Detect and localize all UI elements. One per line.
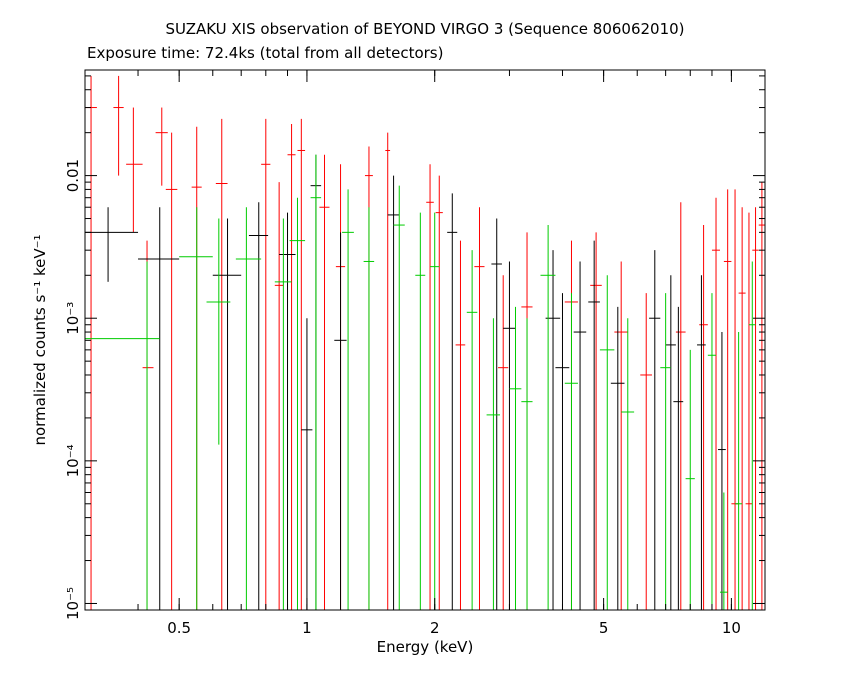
series-0 bbox=[85, 75, 765, 610]
data-point bbox=[503, 261, 516, 610]
data-point bbox=[610, 306, 625, 610]
data-point bbox=[564, 293, 578, 610]
data-point bbox=[387, 175, 400, 610]
y-tick-label: 0.01 bbox=[64, 159, 82, 192]
data-point bbox=[393, 185, 405, 610]
data-point bbox=[138, 207, 180, 610]
chart-title: SUZAKU XIS observation of BEYOND VIRGO 3… bbox=[165, 20, 685, 38]
data-point bbox=[590, 232, 602, 610]
plot-frame bbox=[84, 69, 766, 611]
data-point bbox=[455, 240, 466, 610]
data-point bbox=[426, 164, 434, 610]
data-point bbox=[215, 118, 228, 610]
series-2 bbox=[85, 154, 756, 610]
data-point bbox=[723, 189, 732, 610]
ticks-layer: 0.5 1 2 5 10 10⁻⁵ 10⁻⁴ 10⁻³ 0.01 bbox=[64, 70, 765, 637]
series-1 bbox=[85, 154, 726, 610]
x-tick-label: 2 bbox=[430, 619, 440, 637]
y-tick-label: 10⁻³ bbox=[64, 302, 82, 335]
data-point bbox=[85, 207, 139, 282]
data-point bbox=[640, 293, 652, 610]
data-point bbox=[649, 250, 661, 610]
data-point bbox=[735, 332, 743, 610]
data-point bbox=[711, 197, 720, 610]
data-point bbox=[697, 275, 706, 610]
y-tick-label: 10⁻⁵ bbox=[64, 587, 82, 620]
data-point bbox=[297, 118, 306, 610]
data-point bbox=[540, 225, 556, 610]
data-point bbox=[599, 275, 615, 610]
data-point bbox=[509, 306, 522, 610]
data-point bbox=[113, 75, 124, 176]
x-axis-label: Energy (keV) bbox=[377, 638, 474, 656]
data-point bbox=[752, 207, 759, 610]
data-point bbox=[435, 175, 443, 610]
data-point bbox=[665, 275, 676, 610]
data-point bbox=[206, 218, 231, 445]
data-point bbox=[573, 261, 587, 610]
data-point bbox=[707, 293, 717, 610]
data-point bbox=[155, 107, 168, 186]
data-point bbox=[310, 154, 322, 610]
x-tick-label: 1 bbox=[302, 619, 312, 637]
data-point bbox=[85, 75, 97, 610]
data-point bbox=[719, 492, 728, 610]
y-axis-label: normalized counts s⁻¹ keV⁻¹ bbox=[31, 234, 49, 445]
data-point bbox=[614, 261, 628, 610]
data-point bbox=[447, 193, 458, 610]
data-point bbox=[486, 318, 500, 610]
data-point bbox=[745, 212, 753, 610]
data-point bbox=[588, 240, 600, 610]
data-point bbox=[699, 225, 708, 610]
data-point bbox=[287, 124, 296, 610]
data-point bbox=[363, 207, 375, 610]
series-layer bbox=[85, 75, 765, 610]
data-point bbox=[731, 189, 739, 610]
y-tick-label: 10⁻⁴ bbox=[64, 444, 82, 477]
data-point bbox=[621, 318, 635, 610]
data-point bbox=[126, 107, 143, 233]
data-point bbox=[660, 293, 671, 610]
data-point bbox=[415, 212, 426, 610]
x-tick-label: 10 bbox=[722, 619, 741, 637]
data-point bbox=[474, 207, 485, 610]
data-point bbox=[301, 318, 313, 610]
data-point bbox=[289, 197, 306, 610]
chart-subtitle: Exposure time: 72.4ks (total from all de… bbox=[87, 44, 444, 62]
data-point bbox=[718, 332, 726, 610]
data-point bbox=[142, 240, 154, 610]
data-point bbox=[235, 207, 262, 610]
data-point bbox=[758, 182, 765, 610]
data-point bbox=[261, 118, 271, 610]
data-point bbox=[274, 182, 284, 610]
data-point bbox=[521, 318, 533, 610]
data-point bbox=[748, 261, 756, 610]
data-point bbox=[319, 154, 330, 610]
data-point bbox=[279, 212, 296, 610]
data-point bbox=[212, 218, 242, 610]
data-point bbox=[274, 218, 292, 610]
data-point bbox=[430, 212, 440, 610]
data-point bbox=[179, 207, 213, 610]
data-point bbox=[85, 261, 160, 610]
data-point bbox=[498, 275, 509, 610]
data-point bbox=[738, 207, 746, 610]
data-point bbox=[342, 189, 354, 610]
x-tick-label: 5 bbox=[599, 619, 609, 637]
data-point bbox=[491, 218, 502, 610]
data-point bbox=[675, 202, 686, 610]
x-tick-label: 0.5 bbox=[167, 619, 191, 637]
data-point bbox=[385, 132, 391, 610]
data-point bbox=[334, 232, 347, 610]
data-point bbox=[248, 202, 269, 610]
data-point bbox=[165, 132, 178, 610]
data-point bbox=[555, 293, 570, 610]
data-point bbox=[466, 250, 478, 610]
data-point bbox=[673, 306, 684, 610]
data-point bbox=[685, 349, 695, 610]
